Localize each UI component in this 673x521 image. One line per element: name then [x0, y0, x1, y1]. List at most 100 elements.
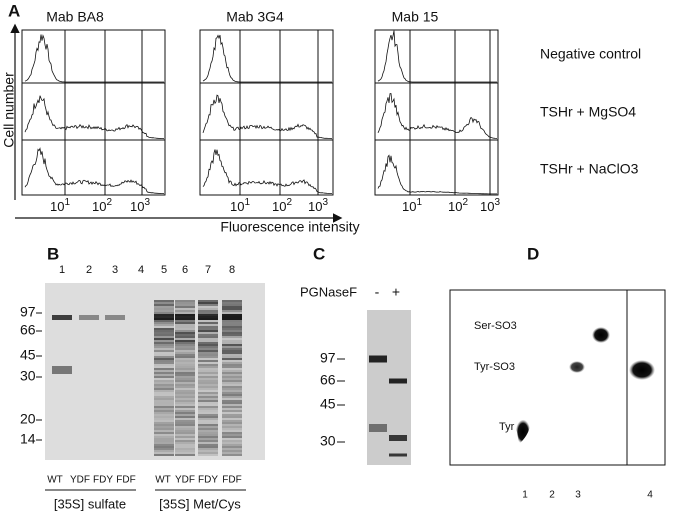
- gel-b: [45, 283, 265, 460]
- gel-band: [222, 306, 242, 308]
- gel-band: [222, 396, 242, 398]
- gel-band: [175, 438, 195, 440]
- gel-band: [222, 382, 242, 384]
- gel-band: [154, 390, 174, 392]
- gel-band: [222, 358, 242, 360]
- gel-band: [154, 434, 174, 436]
- gel-band: [175, 392, 195, 394]
- gel-band: [198, 400, 218, 402]
- gel-band: [154, 396, 174, 398]
- gel-band: [198, 432, 218, 434]
- gel-band: [154, 304, 174, 306]
- gel-band: [198, 320, 218, 322]
- gel-band: [198, 368, 218, 370]
- gel-band: [154, 452, 174, 454]
- gel-band: [222, 452, 242, 454]
- gel-band: [175, 402, 195, 404]
- gel-band: [222, 424, 242, 426]
- x-tick-label: 101: [230, 197, 250, 215]
- gel-band: [222, 376, 242, 378]
- lane-number: 8: [229, 264, 235, 276]
- gel-band: [175, 308, 195, 310]
- gel-band: [198, 394, 218, 396]
- gel-band: [175, 372, 195, 374]
- gel-band: [175, 426, 195, 428]
- gel-band: [175, 354, 195, 356]
- gel-band: [154, 302, 174, 304]
- lane-label: FDF: [116, 475, 135, 486]
- marker-label: 30: [20, 368, 36, 384]
- gel-band: [175, 344, 195, 346]
- gel-band: [222, 430, 242, 432]
- gel-band: [175, 440, 195, 442]
- gel-band: [175, 416, 195, 418]
- gel-band: [154, 314, 174, 320]
- gel-band: [154, 392, 174, 394]
- gel-band: [154, 330, 174, 332]
- gel-band: [198, 396, 218, 398]
- gel-band: [175, 380, 195, 382]
- tick-exponent: 2: [106, 197, 112, 208]
- marker-label: 97: [20, 304, 36, 320]
- gel-band: [198, 304, 218, 306]
- gel-band: [154, 422, 174, 424]
- gel-band: [222, 436, 242, 438]
- tick-base: 10: [480, 199, 494, 214]
- x-axis-label: Fluorescence intensity: [220, 219, 359, 235]
- gel-band: [222, 446, 242, 448]
- gel-band: [222, 392, 242, 394]
- gel-band: [198, 344, 218, 346]
- gel-band: [222, 400, 242, 402]
- gel-band: [175, 338, 195, 340]
- gel-band: [222, 354, 242, 356]
- gel-band: [154, 444, 174, 446]
- gel-band: [198, 356, 218, 358]
- marker-label: 66: [20, 322, 36, 338]
- gel-band: [198, 434, 218, 436]
- gel-band: [175, 378, 195, 380]
- gel-band: [222, 440, 242, 442]
- gel-band: [105, 315, 125, 320]
- gel-band: [175, 452, 195, 454]
- gel-band: [154, 384, 174, 386]
- marker-label: 66: [320, 372, 336, 388]
- gel-band: [222, 342, 242, 344]
- gel-band: [198, 338, 218, 340]
- gel-band: [154, 404, 174, 406]
- lane-label: FDY: [93, 475, 113, 486]
- gel-band: [198, 306, 218, 308]
- group-label: [35S] sulfate: [54, 496, 126, 511]
- gel-band: [198, 428, 218, 430]
- gel-band: [198, 392, 218, 394]
- panel-label: A: [8, 1, 20, 20]
- gel-band: [222, 352, 242, 354]
- gel-band: [222, 324, 242, 326]
- gel-band: [154, 334, 174, 336]
- gel-band: [175, 386, 195, 388]
- gel-band: [154, 348, 174, 350]
- gel-band: [222, 340, 242, 342]
- gel-band: [154, 416, 174, 418]
- gel-band: [175, 388, 195, 390]
- marker-label: 30: [320, 433, 336, 449]
- gel-band: [198, 334, 218, 336]
- gel-band: [175, 340, 195, 342]
- histogram-trace: [377, 30, 497, 83]
- gel-band: [222, 308, 242, 310]
- gel-band: [222, 326, 242, 328]
- gel-band: [175, 306, 195, 308]
- lane-number: 7: [205, 264, 211, 276]
- gel-band: [222, 302, 242, 304]
- gel-band: [198, 384, 218, 386]
- gel-band: [154, 386, 174, 388]
- gel-band: [222, 368, 242, 370]
- gel-band: [198, 454, 218, 456]
- gel-band: [154, 354, 174, 356]
- gel-band: [198, 366, 218, 368]
- gel-band: [222, 348, 242, 350]
- panel-label: C: [313, 244, 325, 263]
- gel-band: [222, 418, 242, 420]
- gel-band: [175, 418, 195, 420]
- gel-band: [198, 322, 218, 324]
